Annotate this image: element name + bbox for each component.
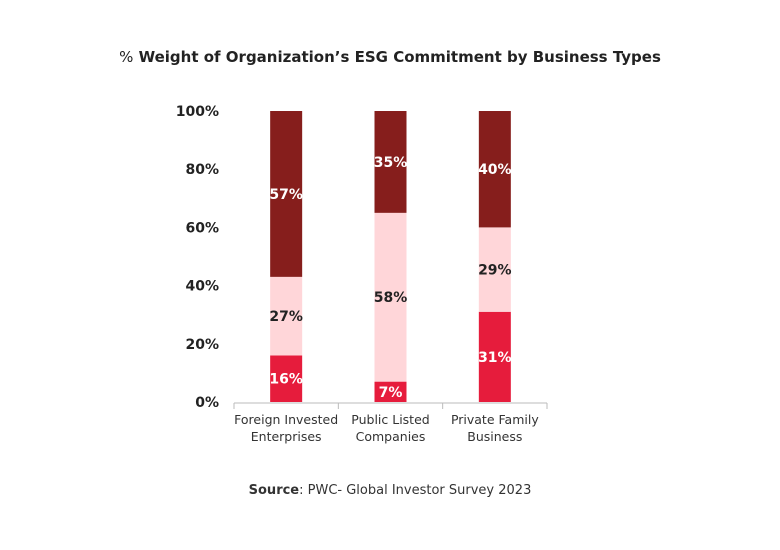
data-label: 27% xyxy=(269,309,303,325)
bar-segment xyxy=(270,111,303,277)
chart-title: % Weight of Organization’s ESG Commitmen… xyxy=(0,48,780,66)
bar-segment xyxy=(270,276,303,356)
y-tick-label: 20% xyxy=(185,337,219,353)
x-category-label: Foreign Invested xyxy=(234,412,338,427)
y-tick-label: 40% xyxy=(185,279,219,295)
x-category-label: Enterprises xyxy=(251,429,322,444)
data-label: 35% xyxy=(374,155,408,171)
source-note: Source: PWC- Global Investor Survey 2023 xyxy=(0,483,780,498)
data-label: 58% xyxy=(374,290,408,306)
x-category-label: Business xyxy=(467,429,522,444)
data-label: 16% xyxy=(269,372,303,388)
x-category-label: Private Family xyxy=(451,412,539,427)
data-label: 40% xyxy=(478,162,512,178)
data-label: 31% xyxy=(478,350,512,366)
bar-segment xyxy=(478,227,511,312)
bar-segment xyxy=(270,355,303,402)
y-tick-label: 80% xyxy=(185,162,219,178)
bar-segment xyxy=(374,212,407,382)
source-label: Source xyxy=(248,483,300,498)
x-category-label: Public Listed xyxy=(351,412,429,427)
bar-segment xyxy=(478,111,511,228)
y-tick-label: 100% xyxy=(176,104,219,120)
data-label: 7% xyxy=(379,385,403,401)
bar-segment xyxy=(374,111,407,213)
data-label: 57% xyxy=(269,187,303,203)
title-prefix: % xyxy=(119,48,134,66)
x-category-label: Companies xyxy=(356,429,426,444)
bar-segment xyxy=(478,311,511,402)
bar-segment xyxy=(374,381,407,402)
data-label: 29% xyxy=(478,263,512,279)
title-text: Weight of Organization’s ESG Commitment … xyxy=(138,48,661,66)
y-tick-label: 60% xyxy=(185,220,219,236)
y-tick-label: 0% xyxy=(195,395,219,411)
source-text: : PWC- Global Investor Survey 2023 xyxy=(299,483,532,498)
